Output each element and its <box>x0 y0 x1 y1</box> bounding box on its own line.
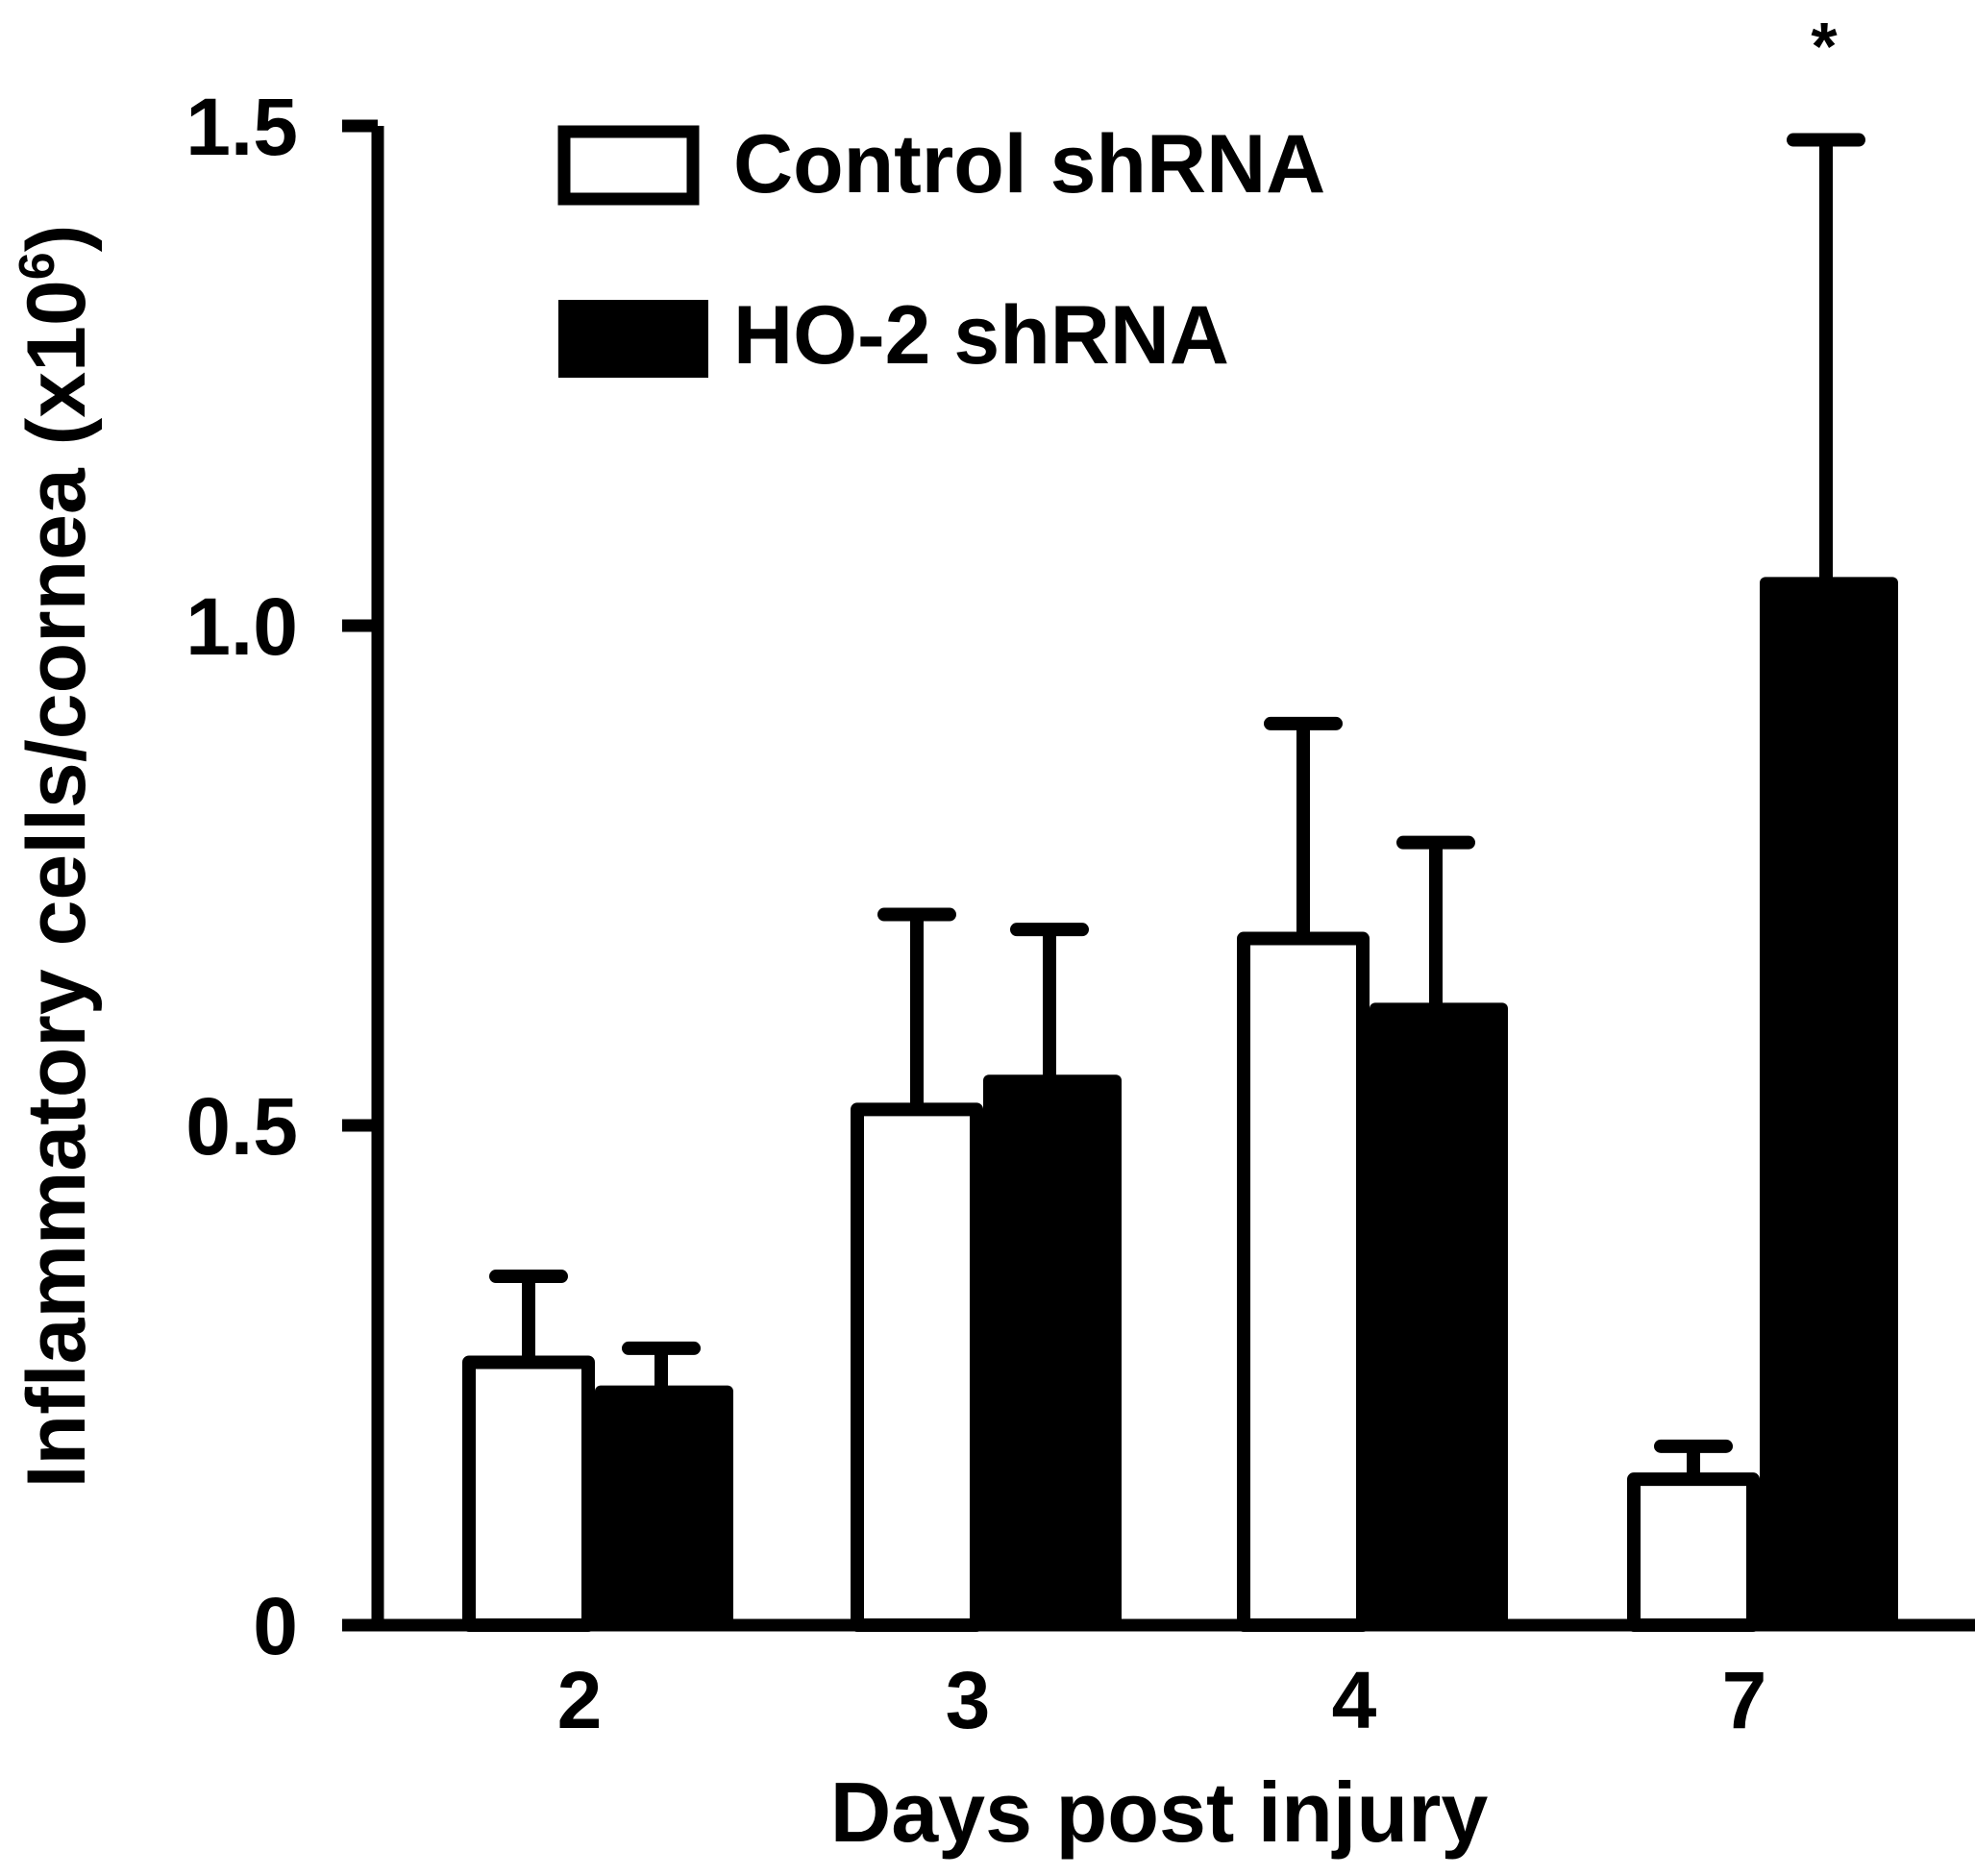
bar-ho2-shrna <box>1760 577 1898 1625</box>
bar-control-shrna <box>1627 1472 1760 1633</box>
y-tick-label: 0 <box>253 1581 298 1671</box>
bar-ho2-shrna <box>595 1385 733 1625</box>
y-axis-title-end: ) <box>11 225 103 253</box>
bar-ho2-shrna <box>983 1074 1122 1625</box>
bar-ho2-shrna <box>1370 1002 1508 1625</box>
x-ticks: 2 3 4 7 <box>557 1655 1767 1745</box>
x-tick-label: 2 <box>557 1655 603 1745</box>
legend-label-ho2: HO-2 shRNA <box>733 289 1229 382</box>
y-tick-label: 1.0 <box>185 581 298 672</box>
x-axis-title: Days post injury <box>830 1765 1489 1860</box>
significance-star: * <box>1811 9 1838 84</box>
bar-control-shrna <box>1237 931 1370 1632</box>
y-axis-title-main: Inflammatory cells/cornea (x10 <box>11 280 103 1488</box>
x-tick-label: 3 <box>946 1655 991 1745</box>
y-ticks: 0 0.5 1.0 1.5 <box>185 82 378 1671</box>
legend-label-control: Control shRNA <box>733 118 1325 210</box>
y-tick-label: 0.5 <box>185 1081 298 1172</box>
legend-swatch-control <box>557 125 700 206</box>
bar-control-shrna <box>851 1102 983 1632</box>
x-tick-label: 7 <box>1722 1655 1767 1745</box>
legend: Control shRNA HO-2 shRNA <box>557 118 1325 382</box>
bar-control-shrna <box>462 1355 595 1632</box>
y-tick-label: 1.5 <box>185 82 298 172</box>
x-tick-label: 4 <box>1332 1655 1377 1745</box>
y-axis-title-sup: 6 <box>10 252 65 280</box>
legend-swatch-ho2 <box>558 300 708 378</box>
y-axis-title: Inflammatory cells/cornea (x106) <box>10 225 103 1489</box>
